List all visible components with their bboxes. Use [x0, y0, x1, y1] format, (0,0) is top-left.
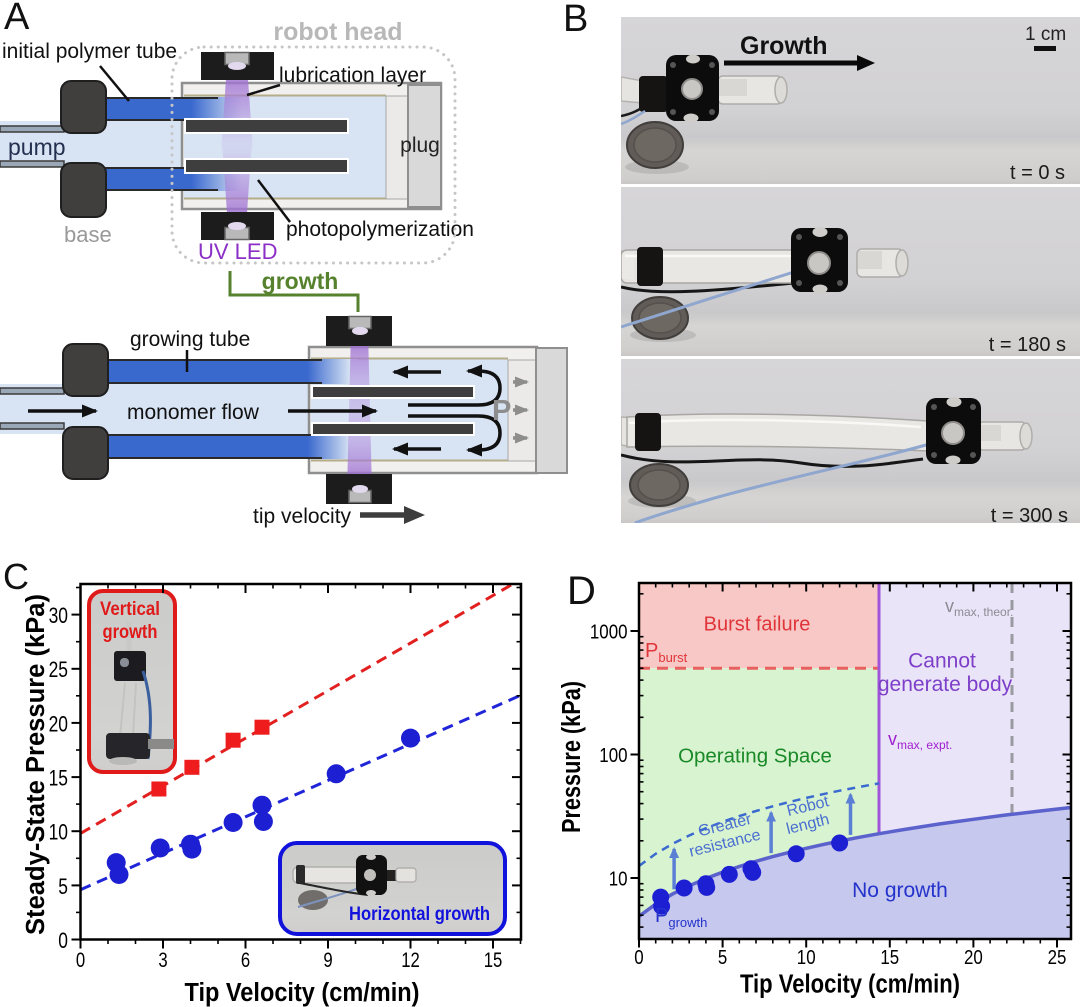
svg-text:t = 180 s: t = 180 s [989, 334, 1066, 356]
svg-text:30: 30 [49, 603, 68, 628]
svg-text:Horizontal growth: Horizontal growth [349, 904, 490, 925]
svg-text:9: 9 [323, 949, 332, 972]
svg-text:Vertical: Vertical [100, 599, 160, 620]
svg-text:P: P [492, 395, 511, 427]
svg-text:monomer flow: monomer flow [127, 401, 260, 424]
svg-text:25: 25 [1048, 947, 1067, 969]
svg-text:growth: growth [262, 268, 339, 294]
svg-text:Tip Velocity (cm/min): Tip Velocity (cm/min) [740, 971, 960, 999]
svg-text:Operating Space: Operating Space [678, 745, 832, 768]
svg-text:UV LED: UV LED [198, 239, 277, 264]
svg-text:growth: growth [103, 622, 158, 643]
svg-text:5: 5 [718, 947, 727, 969]
svg-text:tip velocity: tip velocity [253, 505, 352, 528]
svg-text:lubrication layer: lubrication layer [279, 64, 426, 87]
svg-text:Cannot: Cannot [908, 650, 976, 673]
svg-text:generate body: generate body [878, 673, 1013, 696]
svg-text:Burst failure: Burst failure [704, 614, 811, 636]
svg-text:1 cm: 1 cm [1025, 24, 1066, 45]
svg-text:initial polymer tube: initial polymer tube [2, 40, 177, 63]
svg-text:1000: 1000 [590, 621, 628, 643]
svg-text:plug: plug [400, 134, 440, 157]
svg-text:15: 15 [49, 766, 68, 791]
svg-text:25: 25 [49, 657, 68, 682]
svg-text:10: 10 [797, 947, 816, 969]
svg-text:pump: pump [8, 134, 66, 160]
svg-text:20: 20 [964, 947, 983, 969]
svg-text:10: 10 [49, 820, 68, 845]
svg-text:Tip Velocity (cm/min): Tip Velocity (cm/min) [185, 979, 420, 1007]
svg-text:Pressure (kPa): Pressure (kPa) [560, 681, 586, 833]
svg-text:D: D [567, 569, 596, 613]
svg-text:20: 20 [49, 711, 68, 736]
svg-text:3: 3 [158, 949, 167, 972]
svg-text:growing tube: growing tube [130, 328, 250, 351]
svg-text:12: 12 [401, 949, 420, 972]
svg-text:A: A [4, 0, 30, 38]
svg-text:10: 10 [609, 868, 628, 890]
svg-text:5: 5 [58, 874, 68, 899]
svg-text:6: 6 [241, 949, 250, 972]
svg-text:robot head: robot head [273, 18, 402, 46]
svg-text:C: C [3, 556, 29, 597]
svg-text:100: 100 [599, 745, 627, 767]
svg-text:t = 300 s: t = 300 s [991, 505, 1068, 523]
svg-text:base: base [64, 222, 112, 247]
svg-text:0: 0 [76, 949, 85, 972]
svg-text:No growth: No growth [852, 879, 948, 902]
svg-text:Steady-State Pressure (kPa): Steady-State Pressure (kPa) [22, 594, 50, 935]
svg-text:15: 15 [880, 947, 899, 969]
svg-text:15: 15 [484, 949, 503, 972]
svg-text:0: 0 [58, 928, 68, 953]
svg-text:0: 0 [634, 947, 643, 969]
svg-text:t = 0 s: t = 0 s [1010, 162, 1065, 184]
svg-text:photopolymerization: photopolymerization [286, 218, 474, 241]
svg-text:Growth: Growth [740, 32, 828, 60]
